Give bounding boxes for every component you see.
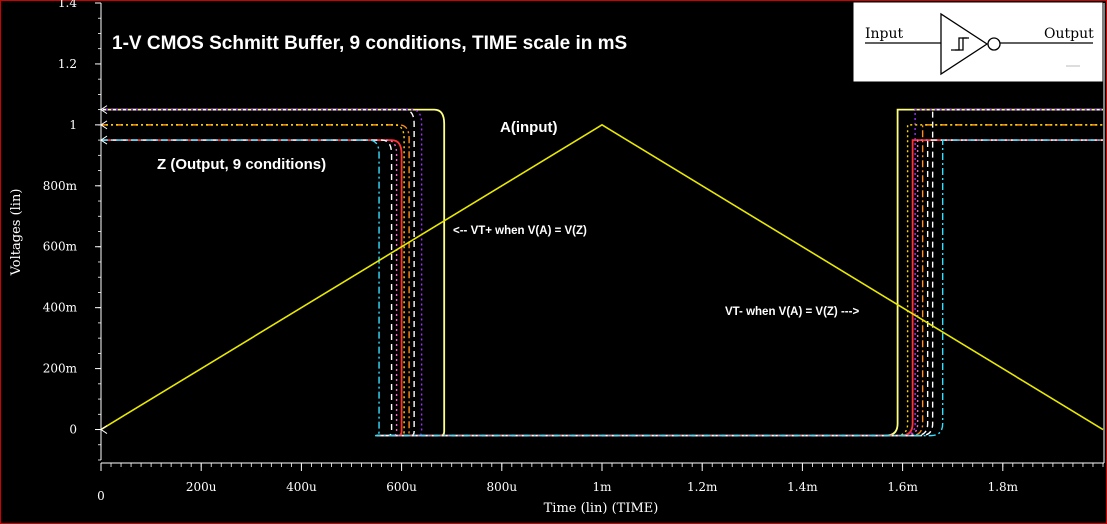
y-tick-label: 800m [43, 179, 78, 193]
output-series-6 [101, 139, 1103, 437]
y-tick-label: 0 [69, 423, 77, 437]
left-edge-marker [100, 135, 108, 145]
output-series-group [101, 108, 1103, 437]
x-tick-label: 1.6m [887, 480, 918, 494]
annotation-input: A(input) [500, 119, 557, 136]
y-tick-label: 600m [43, 240, 78, 254]
marker-group [100, 105, 108, 434]
x-tick-label: 0 [97, 489, 105, 503]
x-tick-label: 1.4m [787, 480, 818, 494]
y-tick-label: 200m [43, 362, 78, 376]
input-series-group [100, 123, 1104, 431]
left-edge-marker [100, 105, 108, 115]
output-series-8 [101, 139, 1103, 437]
x-tick-label: 1.2m [687, 480, 718, 494]
output-series-9 [101, 139, 1103, 437]
x-axis-label: Time (lin) (TIME) [544, 501, 659, 516]
y-axis-label: Voltages (lin) [9, 189, 24, 277]
x-tick-label: 600u [386, 480, 417, 494]
chart-title: 1-V CMOS Schmitt Buffer, 9 conditions, T… [112, 33, 627, 54]
symbol-box [852, 1, 1104, 83]
buffer-symbol-inset: Input Output [852, 1, 1104, 83]
y-tick-label: 1.2 [58, 57, 77, 71]
x-tick-label: 200u [186, 480, 217, 494]
left-edge-marker [100, 425, 108, 434]
output-series-7 [101, 139, 1103, 437]
x-tick-label: 1.8m [988, 480, 1019, 494]
x-tick-label: 400u [286, 480, 317, 494]
x-tick-label: 1m [592, 480, 612, 494]
axes: 0 200m 400m 600m 800m 1 1.2 1.4 0 200u 400u 600u 800… [43, 0, 1105, 503]
left-edge-marker [100, 120, 108, 130]
symbol-input-label: Input [865, 26, 904, 42]
schmitt-buffer-icon [865, 12, 1093, 76]
annotation-vt-minus: VT- when V(A) = V(Z) ---> [725, 306, 859, 318]
input-series-line [100, 123, 1104, 431]
annotation-output: Z (Output, 9 conditions) [157, 156, 326, 173]
x-tick-label: 800u [486, 480, 517, 494]
y-tick-label: 400m [43, 301, 78, 315]
y-tick-label: 1.4 [58, 0, 77, 10]
y-tick-label: 1 [69, 118, 77, 132]
annotation-vt-plus: <-- VT+ when V(A) = V(Z) [453, 225, 587, 237]
symbol-output-label: Output [1044, 26, 1094, 42]
